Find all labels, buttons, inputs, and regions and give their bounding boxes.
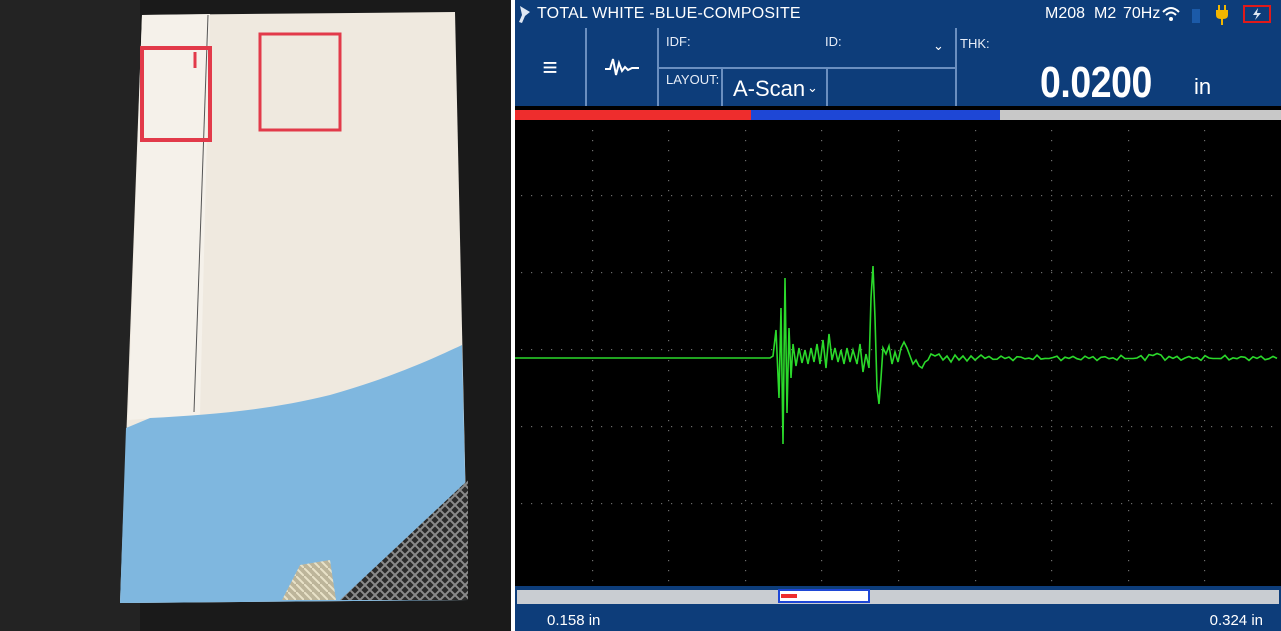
probe-icon: [519, 6, 530, 23]
menu-icon: ≡: [542, 51, 558, 82]
menu-button[interactable]: ≡: [515, 28, 585, 106]
battery-icon: [1192, 9, 1200, 23]
lightning-icon: [1253, 8, 1261, 20]
divider: [826, 69, 828, 106]
scroll-marker: [781, 594, 797, 598]
status-bar: TOTAL WHITE -BLUE-COMPOSITE M208 M2 70Hz: [515, 0, 1281, 28]
material-indicator: M208: [1045, 5, 1086, 22]
range-scrollbar: 0.158 in 0.324 in: [515, 586, 1281, 631]
plug-icon: [1216, 5, 1228, 25]
scroll-track[interactable]: [517, 590, 1279, 604]
gauge-screen: TOTAL WHITE -BLUE-COMPOSITE M208 M2 70Hz…: [515, 0, 1281, 631]
chevron-down-icon[interactable]: ⌄: [807, 80, 818, 95]
thk-label: THK:: [960, 36, 990, 51]
divider: [955, 28, 957, 106]
thickness-reading: 0.0200: [1040, 58, 1152, 107]
toolbar: ≡ IDF: ID: ⌄ LAYOUT: A-Scan ⌄ THK: 0.020…: [515, 28, 1281, 107]
divider: [659, 67, 955, 69]
a-scan-signal: [515, 265, 1278, 445]
range-start-label: 0.158 in: [547, 612, 601, 629]
waveform-icon: [605, 58, 639, 76]
wifi-icon: [1162, 7, 1180, 21]
divider: [657, 28, 659, 106]
range-end-label: 0.324 in: [1209, 612, 1263, 629]
id-label: ID:: [825, 34, 842, 49]
mode-indicator: M2: [1094, 5, 1117, 22]
chevron-down-icon[interactable]: ⌄: [933, 38, 944, 53]
a-scan-plot[interactable]: [515, 124, 1281, 586]
layout-select[interactable]: A-Scan: [733, 76, 806, 101]
scroll-window[interactable]: [778, 589, 870, 603]
waveform-button[interactable]: [587, 28, 657, 106]
file-title: TOTAL WHITE -BLUE-COMPOSITE: [537, 5, 801, 22]
divider: [721, 69, 723, 106]
idf-label: IDF:: [666, 34, 691, 49]
layout-label: LAYOUT:: [666, 72, 720, 87]
thickness-unit: in: [1194, 74, 1212, 99]
sample-photo: [0, 0, 511, 631]
gate-bar[interactable]: [515, 106, 1281, 124]
gate-2-indicator[interactable]: [750, 110, 1000, 120]
prf-indicator: 70Hz: [1123, 5, 1161, 22]
composite-sample-image: [0, 0, 511, 631]
divider: [585, 28, 587, 106]
gate-1-indicator[interactable]: [515, 110, 751, 120]
grid: [521, 130, 1273, 582]
power-icon[interactable]: [1243, 5, 1271, 23]
